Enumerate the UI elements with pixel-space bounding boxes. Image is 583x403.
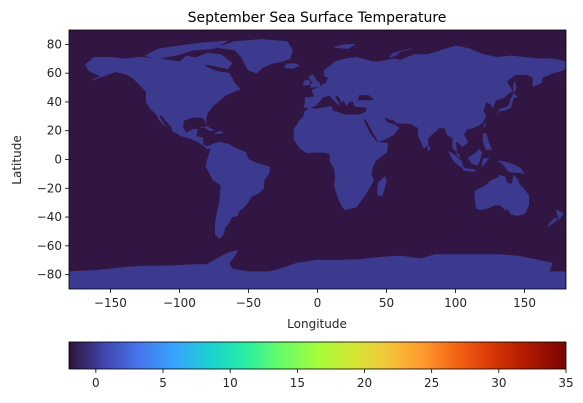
x-tick-label: −150 <box>94 296 127 310</box>
x-axis-label: Longitude <box>287 317 347 331</box>
land-australia <box>474 174 530 216</box>
y-tick-label: 80 <box>47 37 62 51</box>
x-tick-label: −100 <box>163 296 196 310</box>
x-tick-label: −50 <box>236 296 261 310</box>
x-tick-label: 50 <box>379 296 394 310</box>
y-tick-label: −40 <box>37 210 62 224</box>
land-new-zealand-s <box>547 217 559 228</box>
land-sakhalin <box>513 80 517 94</box>
land-taiwan <box>483 123 487 128</box>
y-tick-label: 40 <box>47 95 62 109</box>
colorbar-tick-label: 10 <box>223 376 238 390</box>
land-svalbard <box>334 44 356 50</box>
land-greenland <box>216 39 293 74</box>
y-tick-label: −60 <box>37 239 62 253</box>
map-plot-area <box>69 30 566 289</box>
y-tick-label: 60 <box>47 66 62 80</box>
land-new-zealand-n <box>555 209 564 220</box>
land-uk-ireland <box>308 74 320 88</box>
colorbar <box>69 342 566 369</box>
x-axis-ticks: −150 −100 −50 0 50 100 150 <box>94 289 536 310</box>
colorbar-frame <box>68 341 567 370</box>
chart-title: September Sea Surface Temperature <box>188 10 447 26</box>
land-new-guinea <box>498 160 526 175</box>
y-tick-label: 20 <box>47 124 62 138</box>
land-sri-lanka <box>427 144 432 152</box>
land-philippines <box>482 133 492 150</box>
land-antarctica <box>69 249 566 289</box>
y-tick-label: 0 <box>54 153 62 167</box>
land-sulawesi <box>481 157 490 168</box>
land-iceland <box>283 63 300 69</box>
x-tick-label: 150 <box>513 296 536 310</box>
land-japan <box>496 93 519 116</box>
colorbar-tick-label: 35 <box>558 376 573 390</box>
land-hispaniola <box>214 130 224 134</box>
colorbar-tick-label: 20 <box>357 376 372 390</box>
x-tick-label: 100 <box>444 296 467 310</box>
land-south-america <box>205 141 270 240</box>
colorbar-tick-label: 25 <box>424 376 439 390</box>
land-masses <box>69 39 566 289</box>
land-novaya-zemlya <box>388 48 412 58</box>
land-borneo <box>467 148 483 166</box>
y-axis-label: Latitude <box>10 135 24 184</box>
colorbar-tick-label: 15 <box>290 376 305 390</box>
land-cuba <box>200 126 216 131</box>
land-north-america <box>85 55 241 150</box>
colorbar-tick-label: 5 <box>159 376 167 390</box>
x-tick-label: 0 <box>314 296 322 310</box>
land-eurasia-africa <box>293 45 566 211</box>
land-arctic-islands <box>144 40 228 60</box>
land-ireland <box>303 79 311 86</box>
colorbar-ticks: 0 5 10 15 20 25 30 35 <box>92 369 574 390</box>
y-axis-ticks: −80 −60 −40 −20 0 20 40 60 80 <box>37 37 69 282</box>
land-java <box>461 167 476 173</box>
colorbar-tick-label: 0 <box>92 376 100 390</box>
land-baffin <box>192 52 233 70</box>
colorbar-tick-label: 30 <box>491 376 506 390</box>
land-madagascar <box>377 176 387 196</box>
y-tick-label: −20 <box>37 181 62 195</box>
y-tick-label: −80 <box>37 268 62 282</box>
